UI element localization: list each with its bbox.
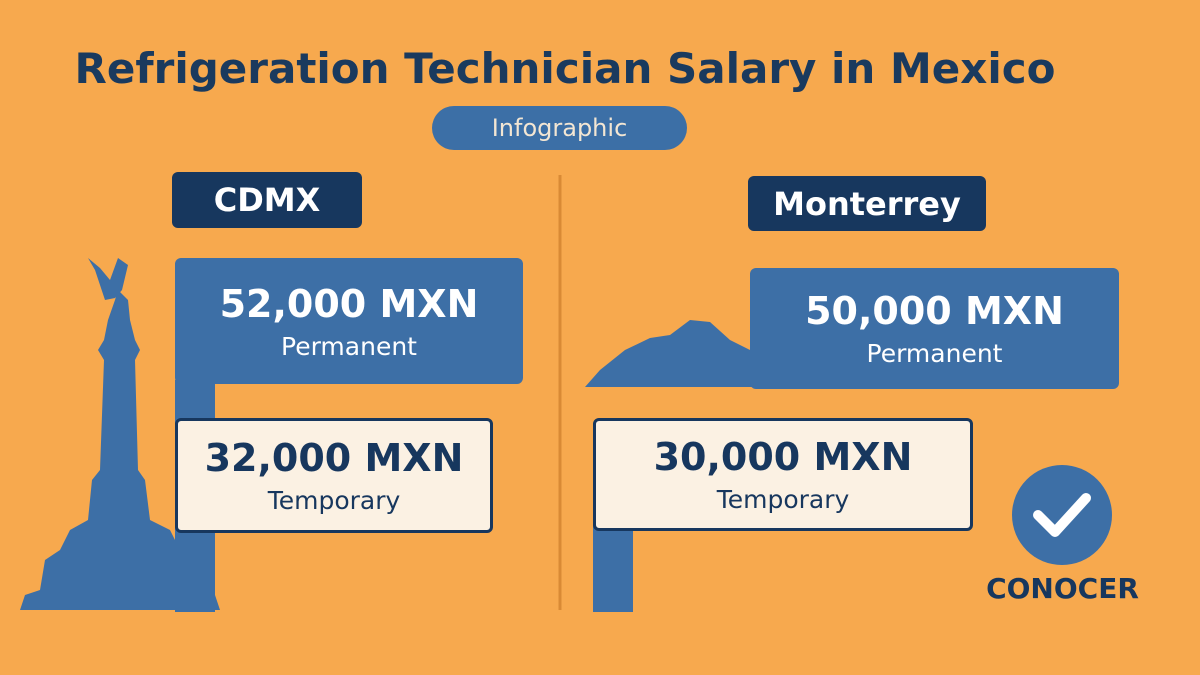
title: Refrigeration Technician Salary in Mexic…	[74, 43, 1056, 93]
check-icon	[1012, 465, 1112, 565]
mountains	[585, 320, 760, 387]
amount: 52,000 MXN	[219, 281, 479, 326]
contract-type: Temporary	[716, 485, 850, 514]
post	[593, 525, 633, 612]
city-label: Monterrey	[748, 176, 986, 231]
permanent-box: 52,000 MXN Permanent	[175, 258, 523, 384]
contract-type: Temporary	[267, 486, 401, 515]
city-label: CDMX	[172, 172, 362, 228]
temporary-box: 32,000 MXN Temporary	[175, 418, 493, 533]
amount: 50,000 MXN	[805, 289, 1064, 333]
monument	[20, 258, 220, 610]
contract-type: Permanent	[866, 339, 1003, 368]
badge-label: CONOCER	[986, 571, 1139, 605]
amount: 32,000 MXN	[204, 436, 464, 480]
subtitle: Infographic	[432, 106, 687, 150]
permanent-box: 50,000 MXN Permanent	[750, 268, 1119, 389]
check-mark	[1033, 493, 1091, 537]
contract-type: Permanent	[281, 331, 417, 361]
amount: 30,000 MXN	[653, 435, 913, 479]
temporary-box: 30,000 MXN Temporary	[593, 418, 973, 531]
